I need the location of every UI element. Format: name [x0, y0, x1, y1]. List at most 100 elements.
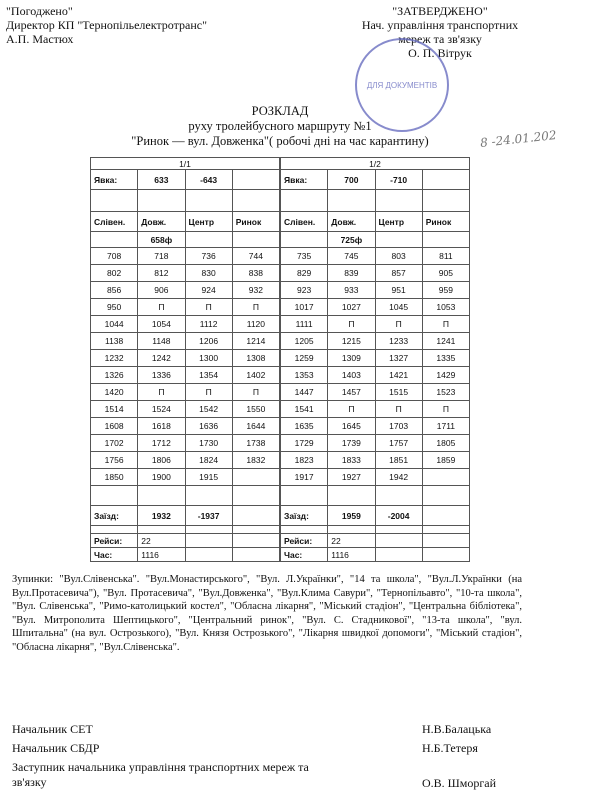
empty-cell: [279, 485, 329, 506]
cell: 1932: [137, 505, 186, 526]
chas-row: Час: 1116: [279, 547, 471, 562]
time-row: 950 П П П: [89, 298, 281, 316]
cell: 1/1: [90, 157, 280, 170]
cell: П: [184, 383, 233, 401]
cell: 1116: [137, 547, 186, 562]
empty-cell: [421, 547, 471, 562]
cell: 1514: [89, 400, 139, 418]
cell: 856: [89, 281, 139, 299]
empty-cell: [231, 485, 281, 506]
time-row: 1729 1739 1757 1805: [279, 434, 471, 452]
time-row: 1138 1148 1206 1214: [89, 332, 281, 350]
empty-cell: [89, 525, 139, 534]
yavka-row: Явка: 700 -710: [279, 169, 471, 190]
empty-cell: [327, 485, 376, 506]
cell: П: [327, 315, 376, 333]
cell: 1739: [327, 434, 376, 452]
empty-cell: [184, 525, 233, 534]
cell: Ринок: [231, 211, 281, 232]
cell: 1215: [327, 332, 376, 350]
signature-role: Начальник СБДР: [12, 741, 100, 755]
cell: 1017: [279, 298, 329, 316]
caption-row: 1/1: [90, 157, 280, 170]
header-left: "Погоджено" Директор КП "Тернопільелектр…: [6, 4, 207, 46]
time-row: 1514 1524 1542 1550: [89, 400, 281, 418]
empty-cell: [231, 533, 281, 548]
time-row: 1756 1806 1824 1832: [89, 451, 281, 469]
schedule-table: 1/2 Явка: 700 -710 Слівен. Довж. Центр Ринок 725…: [279, 157, 471, 562]
cell: Довж.: [137, 211, 186, 232]
cell: -2004: [374, 505, 423, 526]
title: РОЗКЛАД руху тролейбусного маршруту №1 "…: [90, 104, 470, 149]
cell: 1515: [374, 383, 423, 401]
time-row: 1447 1457 1515 1523: [279, 383, 471, 401]
cell: 1859: [421, 451, 471, 469]
cell: 1300: [184, 349, 233, 367]
cell: 1242: [137, 349, 186, 367]
cell: 1730: [184, 434, 233, 452]
cell: 812: [137, 264, 186, 282]
stamp: ДЛЯ ДОКУМЕНТІВ: [355, 38, 449, 132]
empty-cell: [184, 533, 233, 548]
cell: 1851: [374, 451, 423, 469]
cell: Час:: [279, 547, 329, 562]
cell: 905: [421, 264, 471, 282]
cell: П: [137, 298, 186, 316]
cell: 1353: [279, 366, 329, 384]
empty-cell: [184, 231, 233, 248]
cell: 933: [327, 281, 376, 299]
cell: -1937: [184, 505, 233, 526]
cell: П: [327, 400, 376, 418]
time-row: 1205 1215 1233 1241: [279, 332, 471, 350]
cell: 1550: [231, 400, 281, 418]
cell: 1027: [327, 298, 376, 316]
empty-cell: [421, 485, 471, 506]
cell: 802: [89, 264, 139, 282]
cell: 1917: [279, 468, 329, 486]
signature-name: О.В. Шморгай: [422, 776, 497, 790]
cell: П: [374, 315, 423, 333]
yavka-row: Явка: 633 -643: [89, 169, 281, 190]
cell: 1233: [374, 332, 423, 350]
empty-cell: [137, 525, 186, 534]
cell: 1644: [231, 417, 281, 435]
empty-cell: [184, 485, 233, 506]
signature-name: Н.Б.Тетеря: [422, 741, 478, 755]
header-line: мереж та зв'язку: [398, 32, 482, 46]
cell: 950: [89, 298, 139, 316]
cell: 735: [279, 247, 329, 265]
time-row: 1017 1027 1045 1053: [279, 298, 471, 316]
cell: 1/2: [280, 157, 470, 170]
cell: 22: [327, 533, 376, 548]
cell: 1138: [89, 332, 139, 350]
cell: 1205: [279, 332, 329, 350]
empty-cell: [231, 505, 281, 526]
cell: 830: [184, 264, 233, 282]
cell: Явка:: [279, 169, 329, 190]
reisy-row: Рейси: 22: [279, 533, 471, 548]
empty-cell: [231, 231, 281, 248]
empty-cell: [137, 189, 186, 212]
time-row: 829 839 857 905: [279, 264, 471, 282]
cell: 1702: [89, 434, 139, 452]
cell: 718: [137, 247, 186, 265]
cell: 658ф: [137, 231, 186, 248]
cell: 633: [137, 169, 186, 190]
cell: 838: [231, 264, 281, 282]
cell: 1756: [89, 451, 139, 469]
cell: 1703: [374, 417, 423, 435]
time-row: 1541 П П П: [279, 400, 471, 418]
cell: 1711: [421, 417, 471, 435]
cell: 839: [327, 264, 376, 282]
cell: 1120: [231, 315, 281, 333]
cell: Слівен.: [89, 211, 139, 232]
start-row: 725ф: [279, 231, 471, 248]
cell: 1206: [184, 332, 233, 350]
cell: 829: [279, 264, 329, 282]
reisy-row: Рейси: 22: [89, 533, 281, 548]
cell: Рейси:: [89, 533, 139, 548]
cell: 1927: [327, 468, 376, 486]
empty-cell: [184, 189, 233, 212]
cell: -643: [184, 169, 233, 190]
empty-cell: [374, 547, 423, 562]
